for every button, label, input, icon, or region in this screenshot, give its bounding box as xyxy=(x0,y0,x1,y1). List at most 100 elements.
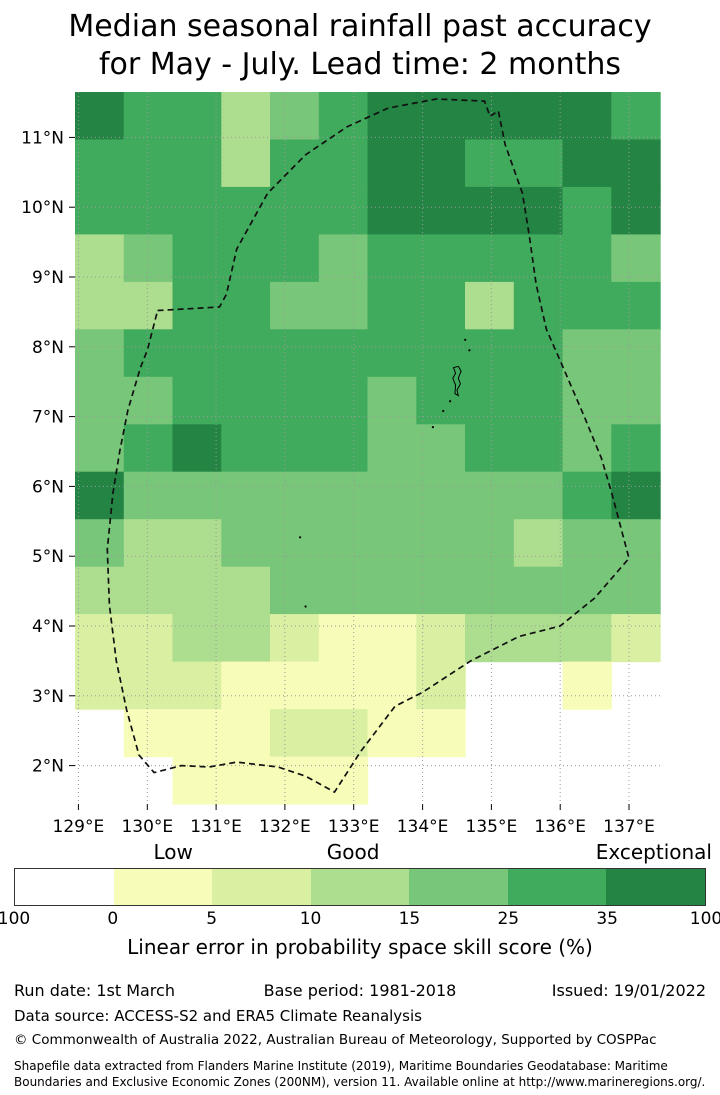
heatmap-cell xyxy=(367,92,417,141)
heatmap-cell xyxy=(416,471,466,520)
colorbar-label-low: Low xyxy=(153,840,193,864)
island-dot xyxy=(431,426,434,429)
island-dot xyxy=(468,349,471,352)
heatmap-cell xyxy=(172,139,222,188)
heatmap-cell xyxy=(270,234,320,283)
heatmap-cell xyxy=(172,186,222,235)
data-source-text: Data source: ACCESS-S2 and ERA5 Climate … xyxy=(14,1007,422,1025)
heatmap-cell xyxy=(270,186,320,235)
heatmap-cell xyxy=(416,329,466,378)
base-period-text: Base period: 1981-2018 xyxy=(263,981,457,1000)
heatmap-cell xyxy=(123,329,174,378)
colorbar-tick-label: 15 xyxy=(398,909,421,929)
heatmap-cell xyxy=(513,234,564,283)
heatmap-cell xyxy=(416,376,466,425)
heatmap-cell xyxy=(123,92,174,141)
island-dot xyxy=(442,409,445,413)
heatmap-cell xyxy=(75,139,125,188)
heatmap-cell xyxy=(416,424,466,473)
heatmap-cell xyxy=(318,186,369,235)
heatmap-cell xyxy=(270,709,320,758)
heatmap-cell xyxy=(123,471,174,520)
colorbar-ticks: 100 0 5 10 15 25 35 100 xyxy=(0,909,720,933)
footer: Run date: 1st March Base period: 1981-20… xyxy=(0,981,720,1090)
heatmap-cell xyxy=(465,471,515,520)
heatmap-cell xyxy=(611,519,661,568)
heatmap-cell xyxy=(416,614,466,663)
x-axis-tick-label: 133°E xyxy=(328,817,380,834)
heatmap-cell xyxy=(367,234,417,283)
heatmap-cell xyxy=(172,756,222,805)
heatmap-cell xyxy=(513,376,564,425)
island-dot xyxy=(449,400,452,403)
heatmap-cell xyxy=(123,661,174,710)
heatmap-cell xyxy=(367,471,417,520)
heatmap-cell xyxy=(562,661,612,710)
heatmap-cell xyxy=(416,234,466,283)
heatmap-cell xyxy=(123,186,174,235)
heatmap-cell xyxy=(465,186,515,235)
heatmap-cell xyxy=(221,471,271,520)
x-axis-tick-label: 136°E xyxy=(534,817,586,834)
x-axis-tick-label: 132°E xyxy=(259,817,311,834)
heatmap-cell xyxy=(513,519,564,568)
heatmap-cell xyxy=(513,139,564,188)
heatmap-cell xyxy=(611,566,661,615)
heatmap-cell xyxy=(562,471,612,520)
colorbar-segment xyxy=(113,869,213,905)
x-axis-tick-label: 134°E xyxy=(397,817,449,834)
copyright-text: © Commonwealth of Australia 2022, Austra… xyxy=(14,1032,657,1048)
heatmap-cell xyxy=(513,471,564,520)
heatmap-cell xyxy=(465,92,515,141)
heatmap-cell xyxy=(123,614,174,663)
heatmap-cell xyxy=(172,661,222,710)
heatmap-cell xyxy=(367,376,417,425)
heatmap-cell xyxy=(172,234,222,283)
colorbar-tick-label: 100 xyxy=(689,909,720,929)
colorbar-caption: Linear error in probability space skill … xyxy=(127,935,593,959)
heatmap-cell xyxy=(465,139,515,188)
heatmap-cell xyxy=(270,756,320,805)
shapefile-attribution-line2: Boundaries and Exclusive Economic Zones … xyxy=(14,1075,706,1089)
y-axis-tick-label: 4°N xyxy=(32,617,64,637)
heatmap-cell xyxy=(562,566,612,615)
heatmap-cell xyxy=(221,566,271,615)
heatmap-cell xyxy=(318,92,369,141)
heatmap-cell xyxy=(562,424,612,473)
heatmap-cell xyxy=(562,139,612,188)
heatmap-cell xyxy=(416,139,466,188)
heatmap-cell xyxy=(367,139,417,188)
heatmap-cell xyxy=(611,614,661,663)
heatmap-cell xyxy=(465,614,515,663)
heatmap-cell xyxy=(318,139,369,188)
heatmap-cell xyxy=(172,471,222,520)
heatmap-cell xyxy=(270,424,320,473)
colorbar-segment xyxy=(507,869,607,905)
gridlines xyxy=(75,92,660,804)
shapefile-attribution: Shapefile data extracted from Flanders M… xyxy=(14,1058,706,1090)
heatmap-cell xyxy=(221,186,271,235)
heatmap-cell xyxy=(123,281,174,330)
heatmap-cell xyxy=(367,424,417,473)
heatmap-cell xyxy=(75,566,125,615)
colorbar-tick-label: 100 xyxy=(0,909,31,929)
heatmap-cell xyxy=(562,92,612,141)
heatmap-cell xyxy=(318,661,369,710)
heatmap-cell xyxy=(318,614,369,663)
heatmap-cell xyxy=(416,281,466,330)
heatmap-cell xyxy=(270,376,320,425)
heatmap-cell xyxy=(562,519,612,568)
heatmap-cell xyxy=(172,424,222,473)
y-axis-tick-label: 10°N xyxy=(21,198,64,218)
y-axis-tick-label: 6°N xyxy=(32,477,64,497)
colorbar-label-exceptional: Exceptional xyxy=(595,840,712,864)
heatmap-cell xyxy=(513,281,564,330)
heatmap-cell xyxy=(172,92,222,141)
rainfall-skill-map: 129°E 130°E 131°E 132°E 133°E 134°E 135°E 136°E… xyxy=(21,92,661,837)
heatmap-cell xyxy=(318,566,369,615)
heatmap-cell xyxy=(367,661,417,710)
heatmap-cell xyxy=(465,329,515,378)
heatmap-cell xyxy=(318,756,369,805)
heatmap-cell xyxy=(611,234,661,283)
heatmap-cell xyxy=(123,709,174,758)
